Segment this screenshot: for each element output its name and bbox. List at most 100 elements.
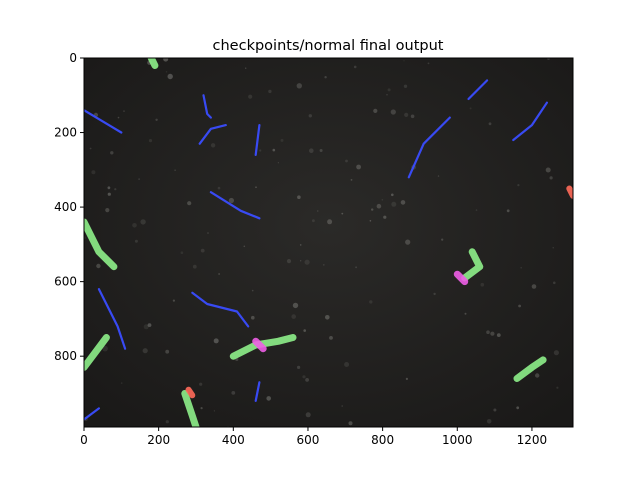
texture-speck	[292, 302, 299, 309]
texture-speck	[480, 282, 485, 287]
x-tick-label: 0	[80, 433, 88, 447]
texture-speck	[138, 178, 140, 180]
texture-speck	[308, 114, 312, 118]
texture-speck	[297, 195, 301, 199]
y-tick-label: 400	[54, 200, 77, 214]
blue-detection	[467, 79, 489, 101]
texture-speck	[433, 292, 436, 296]
x-tick-label: 400	[222, 433, 245, 447]
texture-speck	[117, 116, 120, 119]
texture-speck	[91, 170, 96, 175]
texture-speck	[356, 164, 361, 170]
texture-speck	[486, 419, 492, 424]
texture-speck	[180, 251, 184, 254]
texture-speck	[403, 60, 405, 62]
texture-speck	[373, 108, 378, 113]
texture-speck	[155, 118, 158, 122]
texture-speck	[165, 71, 168, 73]
y-axis: 0 200 400 600 800	[54, 51, 84, 363]
texture-speck	[120, 382, 123, 384]
texture-speck	[174, 169, 176, 171]
texture-speck	[475, 209, 478, 211]
green-detection	[229, 334, 297, 360]
micrograph-background	[84, 58, 573, 427]
texture-speck	[464, 312, 467, 315]
texture-speck	[200, 248, 205, 253]
texture-speck	[517, 184, 520, 187]
texture-speck	[134, 239, 138, 243]
texture-speck	[148, 139, 153, 143]
texture-speck	[102, 345, 108, 352]
blue-detection	[254, 381, 261, 402]
blue-detection	[254, 123, 261, 156]
texture-speck	[391, 193, 394, 197]
texture-speck	[200, 407, 203, 410]
texture-speck	[322, 264, 325, 266]
texture-speck	[228, 197, 234, 204]
texture-speck	[325, 315, 330, 320]
texture-speck	[556, 386, 559, 389]
y-tick-label: 200	[54, 126, 77, 140]
texture-speck	[381, 199, 384, 201]
texture-speck	[231, 391, 236, 395]
texture-speck	[441, 238, 444, 241]
texture-speck	[404, 112, 409, 117]
texture-speck	[213, 338, 219, 344]
texture-speck	[405, 239, 411, 245]
chart-title: checkpoints/normal final output	[213, 38, 444, 54]
texture-speck	[553, 281, 556, 285]
blue-detection	[84, 109, 123, 134]
blue-detection	[198, 123, 227, 145]
x-tick-label: 1000	[442, 433, 473, 447]
texture-speck	[300, 260, 302, 262]
texture-speck	[488, 122, 492, 126]
texture-speck	[329, 336, 333, 340]
texture-speck	[469, 107, 472, 110]
green-detection	[147, 58, 159, 69]
texture-speck	[299, 244, 302, 246]
texture-speck	[490, 331, 495, 336]
green-detection	[84, 334, 110, 371]
texture-speck	[245, 67, 247, 69]
texture-speck	[376, 203, 382, 209]
y-tick-label: 0	[69, 51, 77, 65]
x-tick-label: 200	[147, 433, 170, 447]
texture-speck	[266, 396, 272, 401]
texture-speck	[516, 406, 520, 410]
texture-speck	[280, 138, 284, 142]
red-detection	[185, 386, 196, 399]
texture-speck	[286, 259, 292, 264]
texture-speck	[304, 259, 310, 265]
texture-speck	[268, 89, 272, 94]
x-tick-label: 800	[371, 433, 394, 447]
blue-detection	[407, 116, 451, 179]
texture-speck	[518, 304, 521, 308]
texture-speck	[255, 186, 257, 188]
y-tick-label: 800	[54, 349, 77, 363]
texture-speck	[114, 188, 117, 191]
texture-speck	[496, 333, 501, 337]
texture-speck	[383, 215, 387, 219]
axes-frame	[83, 57, 574, 428]
texture-speck	[302, 375, 306, 379]
texture-speck	[277, 162, 279, 164]
texture-speck	[319, 149, 323, 152]
texture-speck	[309, 148, 314, 153]
texture-speck	[272, 148, 276, 152]
texture-speck	[387, 88, 391, 92]
texture-speck	[324, 76, 327, 79]
texture-speck	[386, 93, 388, 96]
texture-speck	[143, 324, 149, 330]
texture-speck	[147, 323, 152, 327]
texture-speck	[486, 330, 490, 335]
texture-speck	[355, 266, 357, 269]
texture-speck	[218, 273, 221, 275]
texture-speck	[163, 58, 169, 62]
texture-speck	[344, 362, 350, 367]
texture-speck	[391, 201, 397, 207]
image-plot-area	[84, 58, 573, 427]
blue-detection	[202, 94, 212, 119]
texture-speck	[140, 219, 146, 225]
texture-speck	[405, 377, 408, 380]
blue-detection	[512, 101, 549, 142]
